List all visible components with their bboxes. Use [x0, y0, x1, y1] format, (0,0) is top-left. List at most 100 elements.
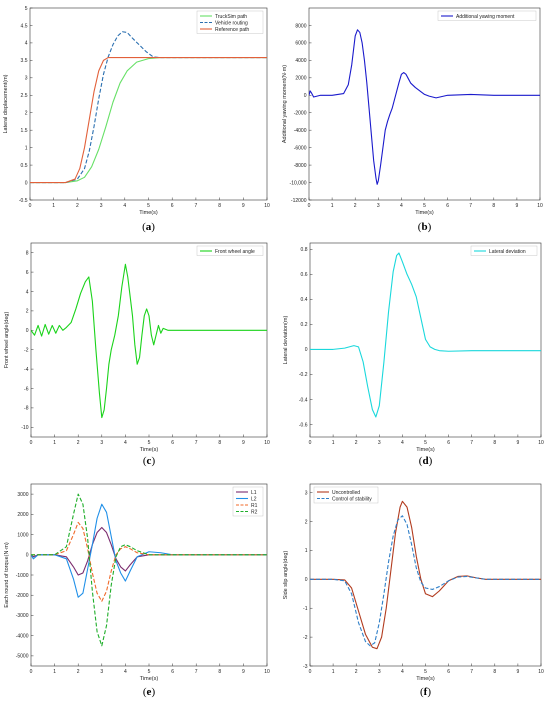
- x-tick-label: 3: [100, 203, 103, 209]
- x-tick-label: 7: [470, 669, 473, 675]
- x-tick-label: 1: [332, 669, 335, 675]
- x-tick-label: 9: [242, 203, 245, 209]
- y-tick-label: -0.2: [299, 372, 308, 378]
- x-tick-label: 7: [469, 203, 472, 209]
- y-tick-label: -4000: [16, 633, 29, 639]
- y-axis-label: Lateral deviation(m): [283, 316, 289, 365]
- y-tick-label: 8: [26, 251, 29, 257]
- x-tick-label: 3: [378, 669, 381, 675]
- y-tick-label: -10: [21, 425, 28, 431]
- x-tick-label: 8: [218, 440, 221, 446]
- y-tick-label: -3000: [16, 613, 29, 619]
- x-tick-label: 4: [400, 203, 403, 209]
- series-group: [310, 252, 541, 418]
- legend-box: [437, 10, 537, 21]
- x-tick-label: 9: [517, 440, 520, 446]
- panel-letter: c: [147, 455, 152, 467]
- y-tick-label: -3: [303, 664, 308, 670]
- y-tick-label: 0: [25, 180, 28, 186]
- x-tick-label: 7: [195, 203, 198, 209]
- series-line-lateral-deviation: [310, 252, 541, 418]
- y-tick-label: 2: [25, 111, 28, 117]
- x-tick-label: 6: [171, 669, 174, 675]
- series-line-front-wheel-angle: [31, 263, 267, 419]
- y-tick-label: -12000: [291, 198, 307, 204]
- panel-caption: (a): [142, 221, 155, 233]
- y-tick-label: -4000: [294, 128, 307, 134]
- y-axis-label: Each round of torque(N·m): [4, 542, 10, 608]
- y-tick-label: -6000: [294, 145, 307, 151]
- legend-entry: R1: [251, 503, 258, 509]
- legend-entry: L2: [251, 496, 257, 502]
- y-tick-label: 4000: [295, 58, 306, 64]
- legend-entry: R2: [251, 509, 258, 515]
- y-tick-label: 3: [305, 490, 308, 496]
- x-tick-label: 6: [447, 440, 450, 446]
- y-axis-label: Additional yawing moment(N·m): [282, 65, 288, 143]
- y-tick-label: -2: [24, 348, 29, 354]
- legend-entry: Front wheel angle: [215, 249, 255, 255]
- legend-box: [196, 10, 264, 34]
- y-tick-label: -6: [24, 386, 29, 392]
- y-axis-label: Lateral displacement(m): [3, 74, 9, 133]
- y-tick-label: -8: [24, 406, 29, 412]
- legend-box: [313, 486, 379, 504]
- x-tick-label: 5: [424, 669, 427, 675]
- panel-letter: e: [147, 686, 152, 698]
- y-tick-label: 0: [304, 93, 307, 99]
- y-tick-label: 0.6: [301, 272, 308, 278]
- series-line-reference-path: [30, 57, 267, 184]
- x-tick-label: 2: [355, 440, 358, 446]
- series-line-l1: [31, 526, 267, 576]
- y-tick-label: 2.5: [21, 93, 28, 99]
- x-tick-label: 3: [378, 440, 381, 446]
- x-tick-label: 3: [100, 440, 103, 446]
- y-axis-label: Front wheel angle(deg): [4, 312, 10, 369]
- legend: Additional yawing moment: [437, 10, 537, 21]
- x-tick-label: 0: [30, 440, 33, 446]
- legend-entry: Uncontrolled: [332, 490, 360, 496]
- legend-box: [196, 245, 264, 256]
- panel-letter: b: [421, 221, 427, 233]
- y-tick-label: 6: [26, 270, 29, 276]
- x-axis-label: Time(s): [415, 210, 434, 216]
- y-tick-label: 0.5: [21, 163, 28, 169]
- x-tick-label: 10: [264, 669, 270, 675]
- x-tick-label: 4: [123, 203, 126, 209]
- series-line-r1: [31, 521, 267, 602]
- y-tick-label: -0.6: [299, 422, 308, 428]
- panel-caption: (e): [143, 686, 156, 698]
- x-tick-label: 6: [446, 203, 449, 209]
- panel-caption: (f): [420, 686, 431, 698]
- x-axis-label: Time(s): [139, 210, 158, 216]
- y-tick-label: -1: [303, 606, 308, 612]
- series-group: [31, 493, 267, 647]
- x-axis-label: Time(s): [140, 676, 159, 682]
- x-tick-label: 1: [52, 203, 55, 209]
- panel-letter: d: [422, 455, 428, 467]
- y-tick-label: -2: [303, 635, 308, 641]
- y-tick-label: 2: [26, 309, 29, 315]
- chart-panel-e: 0 1 2 3 4 5 6 7 8 9 10 -5000 -4000 -3000 -2000 -1000 0 10…: [4, 483, 270, 698]
- x-tick-label: 0: [309, 440, 312, 446]
- x-tick-label: 5: [148, 669, 151, 675]
- x-tick-label: 2: [77, 669, 80, 675]
- x-tick-label: 5: [424, 440, 427, 446]
- x-tick-label: 4: [401, 669, 404, 675]
- x-tick-label: 2: [76, 203, 79, 209]
- x-tick-label: 5: [148, 440, 151, 446]
- plot-area: [309, 483, 542, 667]
- chart-panel-d: 0 1 2 3 4 5 6 7 8 9 10 -0.6 -0.4 -0.2 0 0.2 0.4 0.6 0.8 Tim…: [283, 242, 544, 467]
- x-tick-label: 8: [493, 669, 496, 675]
- x-axis-label: Time(s): [140, 447, 159, 453]
- y-tick-label: 1: [305, 548, 308, 554]
- x-tick-label: 7: [470, 440, 473, 446]
- legend-entry: Reference path: [215, 27, 249, 33]
- series-group: [310, 500, 541, 650]
- x-tick-label: 2: [355, 669, 358, 675]
- x-tick-label: 0: [308, 203, 311, 209]
- x-axis-label: Time(s): [416, 447, 435, 453]
- x-tick-label: 6: [171, 203, 174, 209]
